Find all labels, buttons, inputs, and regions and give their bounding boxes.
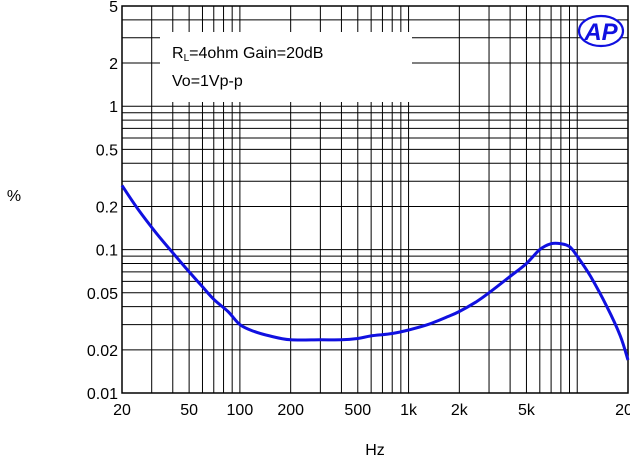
y-tick-label: 5 <box>109 0 118 16</box>
y-tick-label: 0.2 <box>96 199 118 216</box>
y-tick-label: 0.5 <box>96 142 118 159</box>
y-tick-labels: 0.01 0.02 0.05 0.1 0.2 0.5 1 2 5 <box>87 0 118 403</box>
thd-curve <box>120 184 630 361</box>
y-tick-label: 0.02 <box>87 343 118 360</box>
x-tick-label: 100 <box>227 402 254 419</box>
x-tick-label: 500 <box>344 402 371 419</box>
x-tick-label: 5k <box>518 402 536 419</box>
x-tick-label: 20k <box>615 402 630 419</box>
y-tick-label: 0.05 <box>87 286 118 303</box>
annotation-line-2: Vo=1Vp-p <box>172 73 243 90</box>
y-tick-label: 2 <box>109 56 118 73</box>
y-axis-title: % <box>7 188 21 205</box>
curve-layer <box>120 184 630 361</box>
plot-frame <box>121 5 629 394</box>
x-tick-labels: 20 50 100 200 500 1k 2k 5k 20k <box>113 402 630 419</box>
x-tick-label: 50 <box>180 402 198 419</box>
x-axis-title: Hz <box>365 442 385 459</box>
x-tick-label: 20 <box>113 402 131 419</box>
ap-logo-icon: AP <box>577 14 625 48</box>
y-tick-label: 0.1 <box>96 243 118 260</box>
svg-text:AP: AP <box>583 19 618 46</box>
annotation-line-1: RL=4ohm Gain=20dB <box>172 45 323 64</box>
y-tick-label: 1 <box>109 99 118 116</box>
x-tick-label: 2k <box>451 402 469 419</box>
y-tick-label: 0.01 <box>87 386 118 403</box>
x-tick-label: 1k <box>400 402 418 419</box>
x-tick-label: 200 <box>277 402 304 419</box>
annotation-box: RL=4ohm Gain=20dB Vo=1Vp-p <box>160 32 412 102</box>
